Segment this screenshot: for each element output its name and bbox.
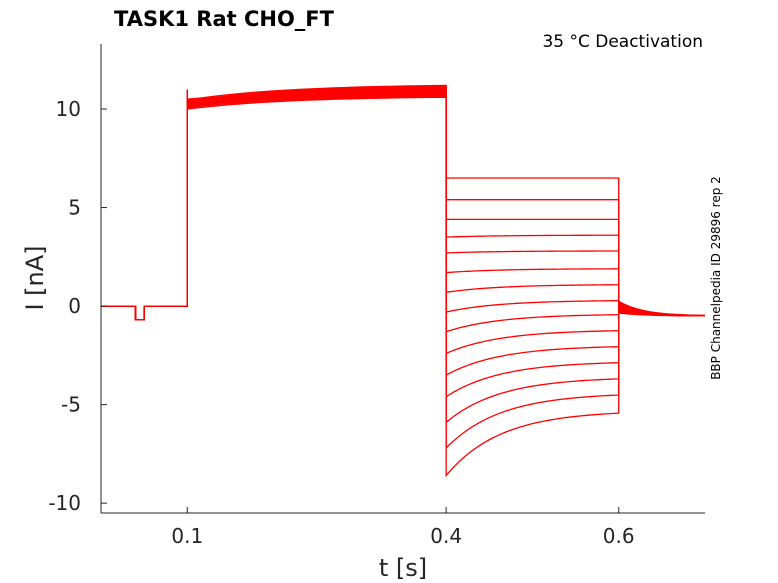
current-trace [101,84,706,377]
current-trace [101,95,706,321]
current-trace [101,93,706,321]
x-axis-label: t [s] [379,554,427,582]
plot-traces [101,84,706,478]
x-tick-label: 0.4 [430,524,462,548]
y-tick-label: -5 [61,393,81,417]
y-ticks: 10 5 0 -5 -10 [48,97,107,515]
current-trace [101,90,706,333]
current-trace [101,96,706,478]
y-tick-label: 10 [56,97,81,121]
x-tick-label: 0.6 [603,524,635,548]
chart-title: TASK1 Rat CHO_FT [114,7,335,31]
current-trace [101,92,706,321]
axes [100,44,705,514]
y-tick-label: -10 [48,491,81,515]
current-trace [101,89,706,321]
current-trace [101,89,706,424]
current-trace [101,85,706,321]
y-tick-label: 0 [68,294,81,318]
current-trace [101,94,706,321]
channelpedia-id-label: BBP Channelpedia ID 29896 rep 2 [709,176,723,380]
current-trace [101,94,706,398]
condition-annotation: 35 °C Deactivation [542,32,703,52]
current-trace [101,87,706,450]
y-tick-label: 5 [68,196,81,220]
x-ticks: 0.1 0.4 0.6 [171,507,635,548]
y-axis-label: I [nA] [21,245,49,310]
current-trace [101,88,706,355]
x-tick-label: 0.1 [171,524,203,548]
